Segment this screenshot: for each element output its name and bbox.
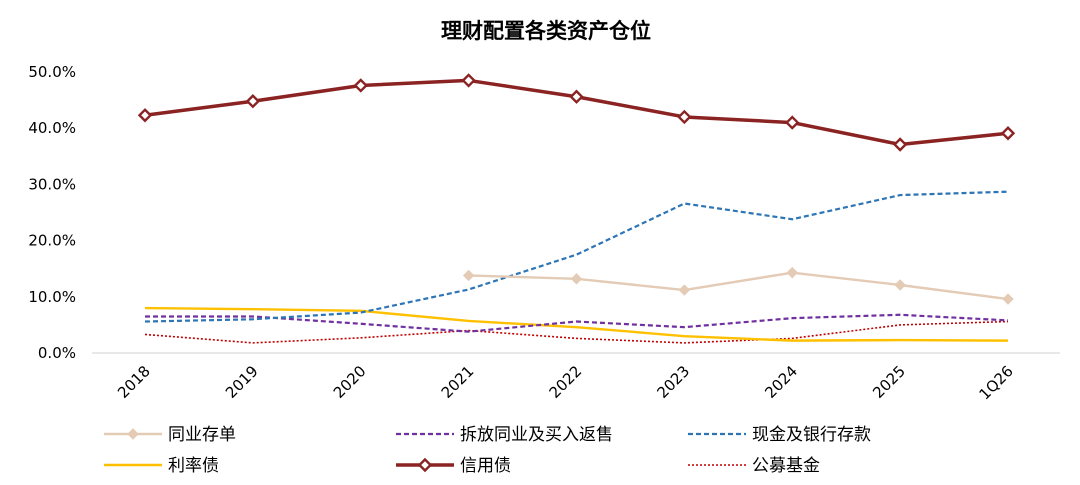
legend-item: 公募基金 — [688, 456, 820, 476]
legend-label: 同业存单 — [168, 425, 236, 445]
x-tick-label: 1Q26 — [976, 362, 1017, 403]
x-tick-label: 2018 — [114, 362, 154, 402]
legend-label: 利率债 — [168, 456, 219, 476]
y-tick-label: 40.0% — [28, 119, 76, 137]
data-point — [127, 428, 139, 440]
series-line — [145, 313, 1009, 333]
data-point — [1000, 126, 1016, 141]
y-tick-label: 0.0% — [38, 344, 76, 362]
data-point — [570, 273, 583, 285]
y-axis: 0.0% 10.0% 20.0% 30.0% 40.0% 50.0% — [28, 63, 76, 362]
legend-item: 同业存单 — [104, 425, 236, 445]
series-2 — [144, 190, 1009, 323]
series-line — [144, 320, 1009, 344]
series-3 — [144, 306, 1009, 342]
legend-label: 公募基金 — [752, 456, 820, 476]
legend-item: 拆放同业及买入返售 — [396, 425, 613, 445]
x-tick-label: 2019 — [222, 362, 262, 402]
series-layer — [137, 73, 1016, 344]
x-tick-label: 2024 — [761, 362, 801, 402]
series-line — [144, 190, 1009, 323]
legend-item: 现金及银行存款 — [688, 425, 871, 445]
data-point — [137, 108, 153, 123]
legend-item: 利率债 — [104, 456, 219, 476]
y-tick-label: 30.0% — [28, 175, 76, 193]
data-point — [892, 137, 908, 152]
data-point — [569, 89, 584, 104]
x-tick-label: 2020 — [330, 362, 370, 402]
series-1 — [145, 313, 1009, 333]
legend-label: 拆放同业及买入返售 — [460, 425, 613, 445]
series-line — [468, 271, 1009, 301]
y-tick-label: 20.0% — [28, 232, 76, 250]
y-tick-label: 10.0% — [28, 288, 76, 306]
data-point — [786, 266, 798, 279]
chart-title: 理财配置各类资产仓位 — [441, 19, 651, 43]
data-point — [461, 73, 476, 88]
x-tick-label: 2025 — [869, 362, 909, 402]
data-point — [1002, 293, 1014, 305]
legend-label: 信用债 — [460, 456, 511, 476]
x-tick-label: 2023 — [653, 362, 693, 402]
y-tick-label: 50.0% — [28, 63, 76, 81]
series-0 — [462, 266, 1014, 305]
data-point — [245, 94, 261, 109]
data-point — [417, 457, 433, 473]
legend-item: 信用债 — [396, 456, 511, 476]
legend-label: 现金及银行存款 — [752, 425, 871, 445]
series-4 — [137, 73, 1016, 152]
data-point — [894, 279, 906, 291]
x-axis: 2018 2019 2020 2021 2022 2023 2024 2025 1Q26 — [114, 362, 1017, 403]
data-point — [785, 115, 800, 130]
data-point — [678, 284, 691, 296]
series-5 — [144, 320, 1009, 344]
data-point — [462, 269, 475, 282]
data-point — [677, 109, 692, 125]
data-point — [353, 78, 368, 93]
series-line — [144, 306, 1009, 342]
x-tick-label: 2021 — [438, 362, 478, 402]
x-tick-label: 2022 — [546, 362, 586, 402]
